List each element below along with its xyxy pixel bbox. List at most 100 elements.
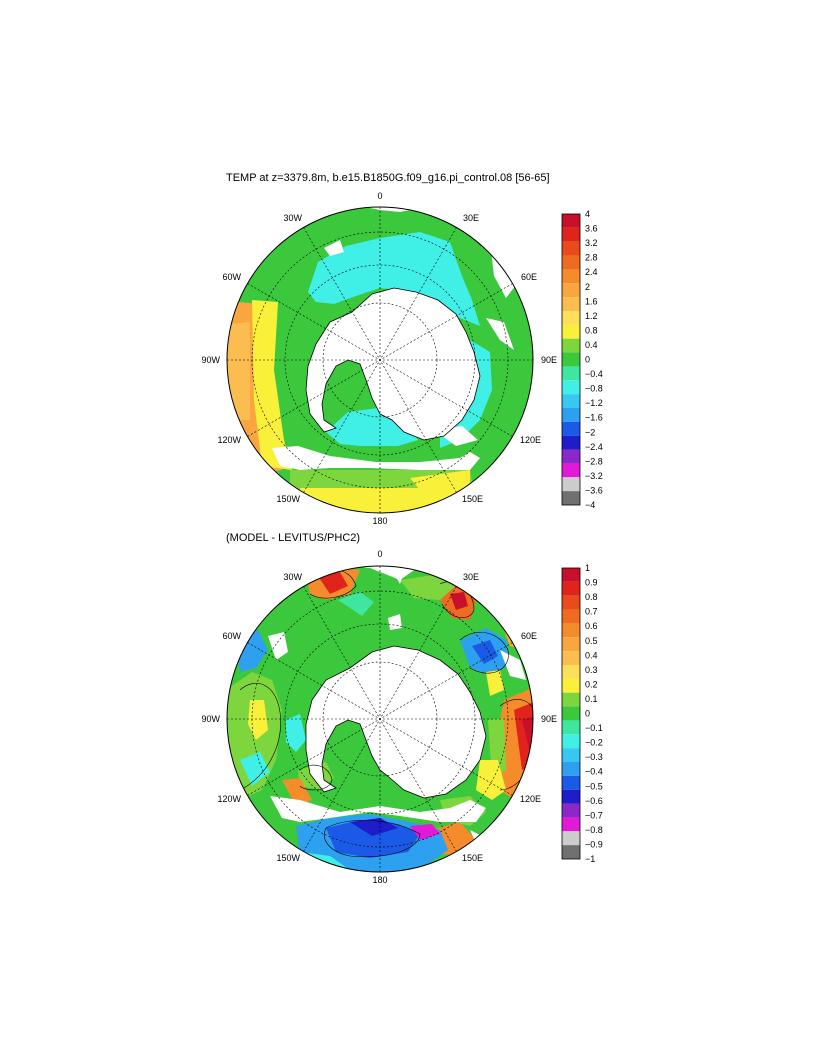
colorbar-swatch — [562, 352, 580, 367]
colorbar-tick-label: 2.4 — [585, 267, 598, 277]
colorbar-tick-label: 3.2 — [585, 238, 598, 248]
colorbar-tick-label: −3.6 — [585, 485, 603, 495]
colorbar-swatch — [562, 734, 580, 749]
colorbar-tick-label: 1.6 — [585, 296, 598, 306]
colorbar-swatch — [562, 595, 580, 610]
lon-label-90w: 90W — [201, 355, 220, 365]
colorbar-frame — [561, 213, 581, 506]
colorbar-tick-label: 0.2 — [585, 679, 598, 689]
lon-label-0: 0 — [377, 549, 382, 559]
colorbar-swatch — [562, 449, 580, 464]
colorbar-swatch — [562, 283, 580, 298]
colorbar-swatch — [562, 380, 580, 395]
lon-label-60w: 60W — [222, 631, 241, 641]
colorbar-swatch — [562, 435, 580, 450]
colorbar-swatch — [562, 255, 580, 270]
colorbar-tick-label: 0.6 — [585, 621, 598, 631]
lon-label-60e: 60E — [521, 272, 537, 282]
colorbar-tick-label: 0.1 — [585, 694, 598, 704]
colorbar-swatch — [562, 394, 580, 408]
colorbar-tick-label: −0.9 — [585, 839, 603, 849]
colorbar-swatch — [562, 748, 580, 762]
top-lon-labels: 0 30E 60E 90E 120E 150E 180 150W 120W 90… — [201, 191, 557, 526]
colorbar-tick-label: −2.8 — [585, 456, 603, 466]
colorbar-swatch — [562, 491, 580, 505]
colorbar-swatch — [562, 581, 580, 596]
colorbar-tick-label: 1 — [585, 563, 590, 573]
colorbar-swatch — [562, 311, 580, 325]
top-colorbar: 4 3.6 3.2 2.8 2.4 2 1.6 1.2 0.8 0.4 0 −0.4 −0.8 −1.2 −… — [561, 209, 603, 510]
colorbar-swatch — [562, 297, 580, 311]
colorbar-swatch — [562, 408, 580, 422]
bottom-map-border — [226, 565, 534, 873]
colorbar-tick-label: 2 — [585, 282, 590, 292]
colorbar-tick-label: 0.9 — [585, 578, 598, 588]
lon-label-30w: 30W — [283, 213, 302, 223]
lon-label-60w: 60W — [222, 272, 241, 282]
lon-label-120e: 120E — [520, 794, 541, 804]
colorbar-swatch — [562, 241, 580, 256]
colorbar-tick-label: −0.1 — [585, 723, 603, 733]
colorbar-swatch — [562, 789, 580, 804]
colorbar-tick-label: 0.8 — [585, 325, 598, 335]
colorbar-tick-label: −0.8 — [585, 384, 603, 394]
colorbar-swatch — [562, 665, 580, 679]
lon-label-90e: 90E — [541, 355, 557, 365]
colorbar-tick-label: −2 — [585, 427, 595, 437]
colorbar-tick-label: 0.5 — [585, 636, 598, 646]
colorbar-swatch — [562, 214, 580, 228]
bottom-graticule — [227, 566, 533, 872]
colorbar-tick-label: 2.8 — [585, 253, 598, 263]
colorbar-tick-label: −1.6 — [585, 413, 603, 423]
colorbar-tick-label: −2.4 — [585, 442, 603, 452]
colorbar-tick-label: 0 — [585, 709, 590, 719]
colorbar-swatch — [562, 366, 580, 381]
lon-label-30w: 30W — [283, 572, 302, 582]
lon-label-60e: 60E — [521, 631, 537, 641]
lon-label-90w: 90W — [201, 714, 220, 724]
colorbar-swatch — [562, 227, 580, 242]
colorbar-tick-label: −0.3 — [585, 752, 603, 762]
top-panel-title: TEMP at z=3379.8m, b.e15.B1850G.f09_g16.… — [226, 172, 550, 184]
lon-label-150e: 150E — [462, 494, 483, 504]
colorbar-swatch — [562, 762, 580, 776]
colorbar-tick-label: −1.2 — [585, 398, 603, 408]
colorbar-swatch — [562, 817, 580, 832]
colorbar-swatch — [562, 678, 580, 693]
colorbar-swatch — [562, 692, 580, 707]
colorbar-swatch — [562, 637, 580, 652]
bottom-lon-labels: 0 30E 60E 90E 120E 150E 180 150W 120W 90… — [201, 549, 557, 885]
colorbar-tick-label: 0 — [585, 355, 590, 365]
lon-label-30e: 30E — [463, 572, 479, 582]
colorbar-swatch — [562, 338, 580, 353]
colorbar-tick-label: −0.6 — [585, 796, 603, 806]
bottom-colorbar: 1 0.9 0.8 0.7 0.6 0.5 0.4 0.3 0.2 0.1 0 −0.1 −0.2 −0.… — [561, 563, 603, 864]
top-graticule — [227, 207, 533, 513]
colorbar-swatch — [562, 775, 580, 790]
top-map: 0 30E 60E 90E 120E 150E 180 150W 120W 90… — [201, 191, 602, 526]
colorbar-tick-label: 0.4 — [585, 340, 598, 350]
colorbar-swatch — [562, 477, 580, 492]
colorbar-swatch — [562, 831, 580, 846]
top-map-border — [226, 206, 534, 514]
lon-label-0: 0 — [377, 191, 382, 201]
colorbar-swatch — [562, 568, 580, 582]
colorbar-tick-label: −0.8 — [585, 825, 603, 835]
colorbar-tick-label: −1 — [585, 854, 595, 864]
colorbar-swatch — [562, 720, 580, 735]
colorbar-tick-label: −0.5 — [585, 781, 603, 791]
colorbar-tick-label: 0.7 — [585, 607, 598, 617]
colorbar-swatch — [562, 463, 580, 478]
colorbar-tick-label: 0.3 — [585, 665, 598, 675]
bottom-map: 0 30E 60E 90E 120E 150E 180 150W 120W 90… — [201, 549, 602, 885]
colorbar-swatch — [562, 269, 580, 284]
lon-label-150e: 150E — [462, 853, 483, 863]
lon-label-150w: 150W — [276, 494, 300, 504]
colorbar-swatch — [562, 845, 580, 859]
lon-label-180: 180 — [372, 516, 387, 526]
colorbar-swatch — [562, 706, 580, 721]
lon-label-120w: 120W — [217, 435, 241, 445]
colorbar-tick-label: −4 — [585, 500, 595, 510]
colorbar-tick-label: 4 — [585, 209, 590, 219]
